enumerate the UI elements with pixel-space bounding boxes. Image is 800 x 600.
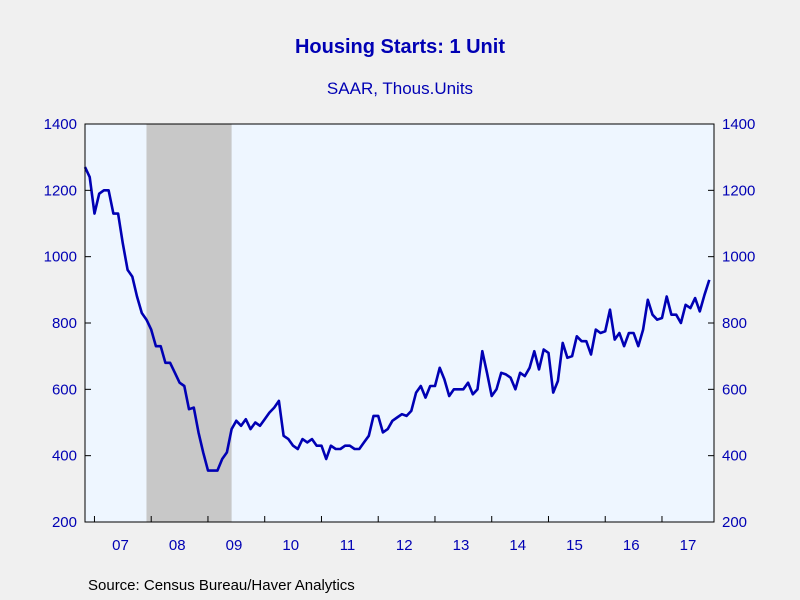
y-tick-label-left: 1200	[44, 182, 77, 199]
y-tick-label-left: 1000	[44, 249, 77, 266]
x-tick-label: 07	[112, 537, 129, 554]
y-tick-label-right: 1400	[722, 116, 755, 133]
recession-band-0	[146, 124, 232, 522]
x-tick-label: 12	[396, 537, 413, 554]
y-tick-label-left: 600	[52, 381, 77, 398]
x-tick-label: 17	[680, 537, 697, 554]
series-line-housing-starts	[83, 166, 711, 472]
x-tick-label: 08	[169, 537, 186, 554]
y-tick-label-right: 600	[722, 381, 747, 398]
x-tick-label: 09	[226, 537, 243, 554]
y-tick-label-right: 1200	[722, 182, 755, 199]
axes-group: 200 200 400 400 600 600 800 800 1000 1000 1200 1200…	[44, 116, 756, 554]
y-tick-label-left: 200	[52, 514, 77, 531]
x-tick-label: 13	[453, 537, 470, 554]
y-tick-label-right: 200	[722, 514, 747, 531]
chart-title: Housing Starts: 1 Unit	[294, 36, 505, 58]
x-tick-label: 11	[340, 537, 356, 554]
y-tick-label-left: 400	[52, 448, 77, 465]
y-tick-label-right: 1000	[722, 249, 755, 266]
chart-subtitle: SAAR, Thous.Units	[326, 79, 474, 98]
source-note: Source: Census Bureau/Haver Analytics	[88, 577, 355, 594]
x-tick-label: 14	[509, 537, 526, 554]
recession-shading-group	[146, 124, 232, 522]
x-tick-label: 16	[623, 537, 640, 554]
x-tick-label: 10	[282, 537, 299, 554]
y-tick-label-left: 800	[52, 315, 77, 332]
y-tick-label-right: 400	[722, 448, 747, 465]
y-tick-label-left: 1400	[44, 116, 77, 133]
x-tick-label: 15	[566, 537, 583, 554]
y-tick-label-right: 800	[722, 315, 747, 332]
